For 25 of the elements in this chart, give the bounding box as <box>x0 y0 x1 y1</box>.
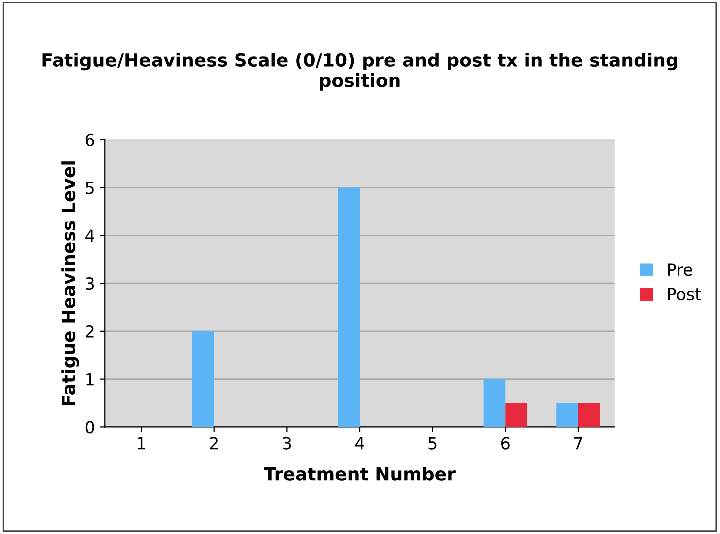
y-tick-label: 3 <box>86 278 94 290</box>
x-tick-label: 2 <box>210 437 218 450</box>
bar <box>578 403 600 428</box>
bar <box>338 188 360 428</box>
bar <box>192 331 214 428</box>
y-tick-label: 4 <box>86 230 94 242</box>
y-tick-label: 2 <box>86 325 94 338</box>
y-tick-label: 5 <box>86 182 94 194</box>
bar <box>484 379 506 428</box>
x-tick-label: 3 <box>283 437 292 450</box>
legend-label: Pre <box>668 264 692 276</box>
y-tick-label: 6 <box>86 134 94 146</box>
x-tick-label: 7 <box>574 437 582 450</box>
x-axis-title: Treatment Number <box>264 466 456 481</box>
y-tick-label: 1 <box>86 374 94 386</box>
y-axis-title: Fatigue Heaviness Level <box>62 162 80 406</box>
x-tick-label: 5 <box>428 437 437 450</box>
legend-label: Post <box>668 288 702 301</box>
x-tick-label: 4 <box>356 437 364 450</box>
x-tick-label: 6 <box>502 437 510 450</box>
x-tick-label: 1 <box>138 437 146 450</box>
y-tick-label: 0 <box>86 421 94 434</box>
bar <box>556 403 578 428</box>
chart-title: Fatigue/Heaviness Scale (0/10) pre and post tx in the standing position <box>42 53 678 91</box>
bar <box>506 403 528 428</box>
